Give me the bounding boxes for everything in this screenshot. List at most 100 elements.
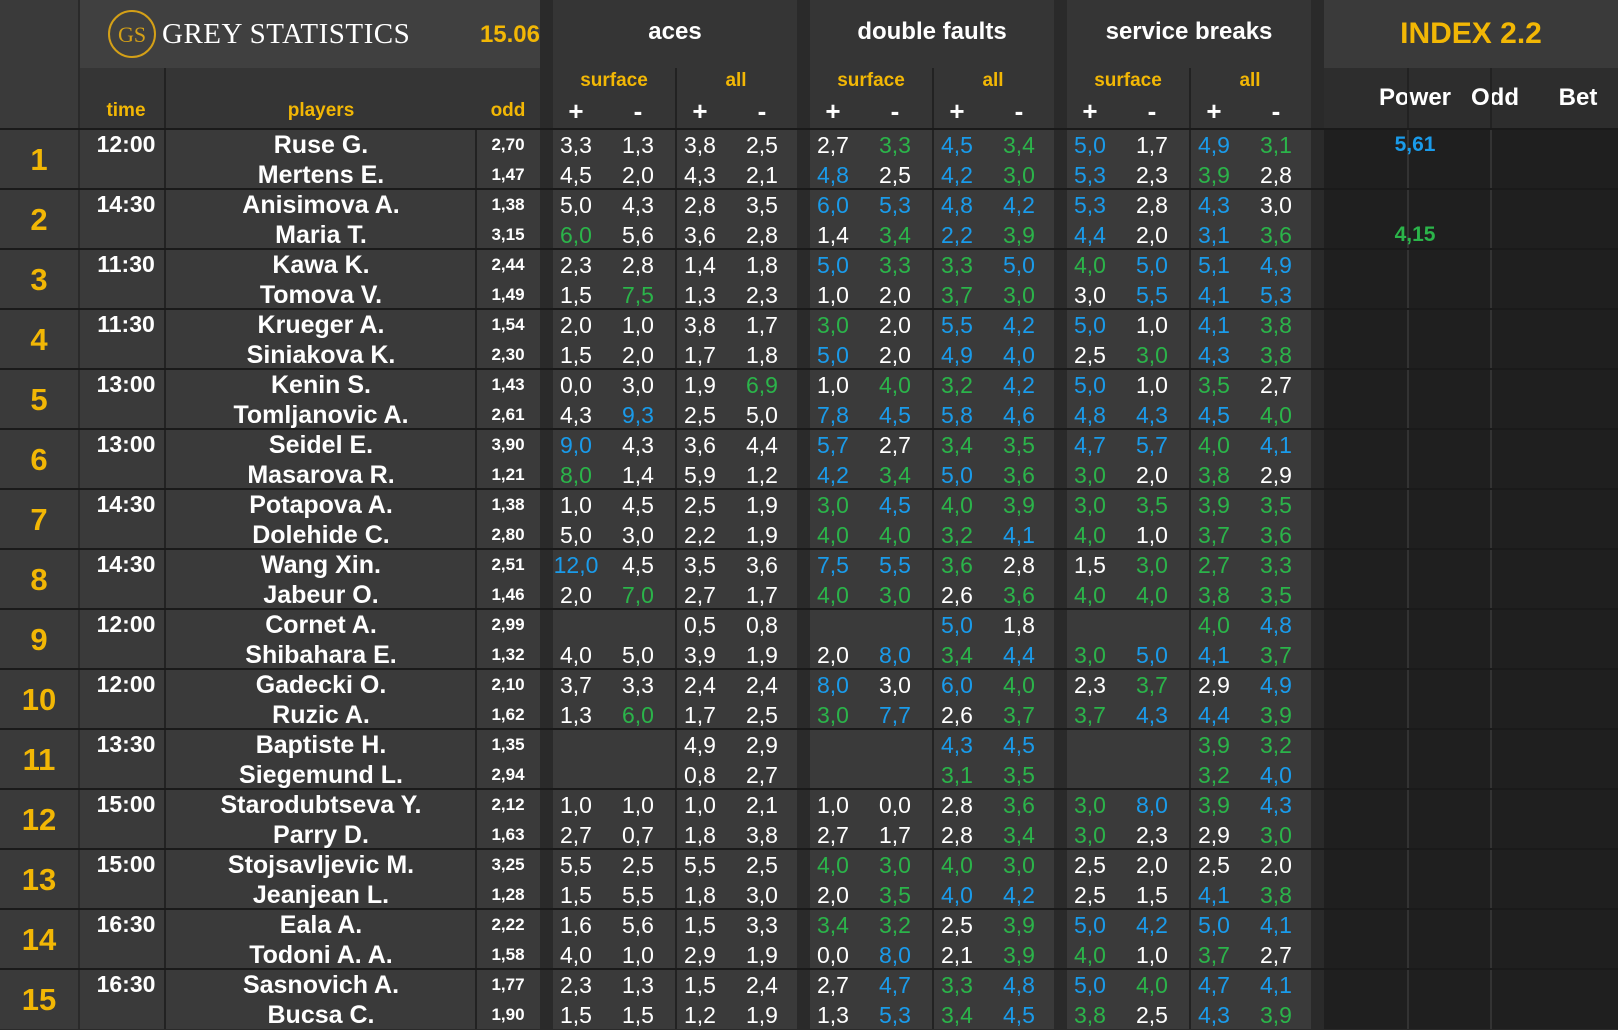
row-number: 2 [30,202,48,237]
stat-value: 1,9 [684,372,716,398]
player-name[interactable]: Parry D. [273,821,369,849]
stat-value: 5,5 [622,882,654,908]
player-name[interactable]: Dolehide C. [252,521,390,549]
player-name[interactable]: Tomova V. [259,281,383,309]
stat-value: 4,0 [1260,402,1292,428]
stat-value: 4,0 [1074,582,1106,608]
stat-value: 1,7 [1136,132,1168,158]
stat-value: 8,0 [560,462,592,488]
stat-value: 2,7 [817,132,849,158]
stat-value: 4,0 [1074,942,1106,968]
row-separator [0,728,1618,730]
stat-value: 1,4 [684,252,716,278]
player-name[interactable]: Starodubtseva Y. [220,791,422,819]
player-name[interactable]: Tomljanovic A. [233,401,409,429]
player-name[interactable]: Siegemund L. [239,761,403,789]
stat-value: 3,0 [1074,792,1106,818]
player-name[interactable]: Maria T. [275,221,367,249]
player-name[interactable]: Wang Xin. [261,551,381,579]
player-name[interactable]: Stojsavljevic M. [227,851,415,879]
player-name[interactable]: Shibahara E. [245,641,397,669]
match-time: 15:00 [96,791,156,817]
stat-value: 1,3 [622,972,654,998]
stat-value: 3,5 [746,192,778,218]
player-name[interactable]: Jeanjean L. [252,881,390,909]
player-name[interactable]: Eala A. [279,911,363,939]
stat-value: 4,5 [560,162,592,188]
player-name[interactable]: Ruzic A. [272,701,370,729]
stat-value: 5,3 [879,192,911,218]
stat-value: 4,7 [1074,432,1106,458]
stat-value: 8,0 [879,642,911,668]
match-time: 13:00 [96,371,156,397]
stat-value: 7,5 [817,552,849,578]
player-name[interactable]: Mertens E. [257,161,385,189]
player-name[interactable]: Kenin S. [270,371,371,399]
power-value: 5,61 [1394,133,1436,156]
row-separator [0,428,1618,430]
row-separator [0,488,1618,490]
stat-value: 7,5 [622,282,654,308]
player-odd: 3,15 [491,225,525,244]
player-name[interactable]: Gadecki O. [255,671,387,699]
stat-value: 4,4 [1074,222,1106,248]
stat-value: 1,5 [560,282,592,308]
player-name[interactable]: Sasnovich A. [242,971,400,999]
player-name[interactable]: Baptiste H. [255,731,387,759]
minus-header: - [1014,96,1024,126]
stat-value: 4,0 [817,582,849,608]
stat-value: 4,5 [879,402,911,428]
stat-value: 1,4 [817,222,849,248]
stat-value: 5,0 [1003,252,1035,278]
minus-header: - [1271,96,1281,126]
stat-value: 1,3 [560,702,592,728]
player-name[interactable]: Potapova A. [249,491,393,519]
stat-value: 3,3 [879,252,911,278]
stat-value: 1,8 [746,252,778,278]
stat-value: 3,3 [879,132,911,158]
stat-value: 3,4 [941,1002,973,1028]
player-name[interactable]: Anisimova A. [242,191,400,219]
player-name[interactable]: Kawa K. [272,251,370,279]
row-number: 7 [30,502,48,537]
stat-value: 4,1 [1198,312,1230,338]
stat-value: 1,7 [879,822,911,848]
stat-value: 4,5 [879,492,911,518]
row-number: 12 [21,802,57,837]
row-separator [0,788,1618,790]
player-name[interactable]: Siniakova K. [246,341,396,369]
player-name[interactable]: Masarova R. [247,461,395,489]
player-name[interactable]: Krueger A. [257,311,385,339]
stat-value: 4,1 [1260,432,1292,458]
stat-value: 1,5 [684,972,716,998]
player-odd: 1,38 [491,195,525,214]
player-name[interactable]: Jabeur O. [263,581,379,609]
stat-value: 4,1 [1260,912,1292,938]
player-name[interactable]: Cornet A. [265,611,377,639]
stat-value: 2,2 [941,222,973,248]
stat-value: 3,0 [1074,822,1106,848]
stat-value: 3,9 [1260,1002,1292,1028]
player-name[interactable]: Seidel E. [268,431,374,459]
stat-value: 3,0 [1260,822,1292,848]
stat-value: 7,7 [879,702,911,728]
player-odd: 1,58 [491,945,525,964]
stat-value: 3,0 [879,582,911,608]
stat-value: 3,7 [1074,702,1106,728]
stat-value: 4,3 [1198,342,1230,368]
stat-value: 3,2 [1198,762,1230,788]
stat-value: 5,7 [1136,432,1168,458]
stat-value: 1,3 [817,1002,849,1028]
stat-value: 3,2 [941,372,973,398]
power-value: 4,15 [1394,223,1436,246]
stat-value: 3,7 [1260,642,1292,668]
stat-value: 2,6 [941,582,973,608]
stat-value: 9,3 [622,402,654,428]
stat-value: 5,6 [622,222,654,248]
player-name[interactable]: Ruse G. [273,131,369,159]
col-header-power: Power [1378,84,1452,111]
stat-value: 4,3 [622,432,654,458]
stat-value: 3,2 [879,912,911,938]
player-name[interactable]: Todoni A. A. [249,941,393,969]
player-name[interactable]: Bucsa C. [267,1001,375,1029]
